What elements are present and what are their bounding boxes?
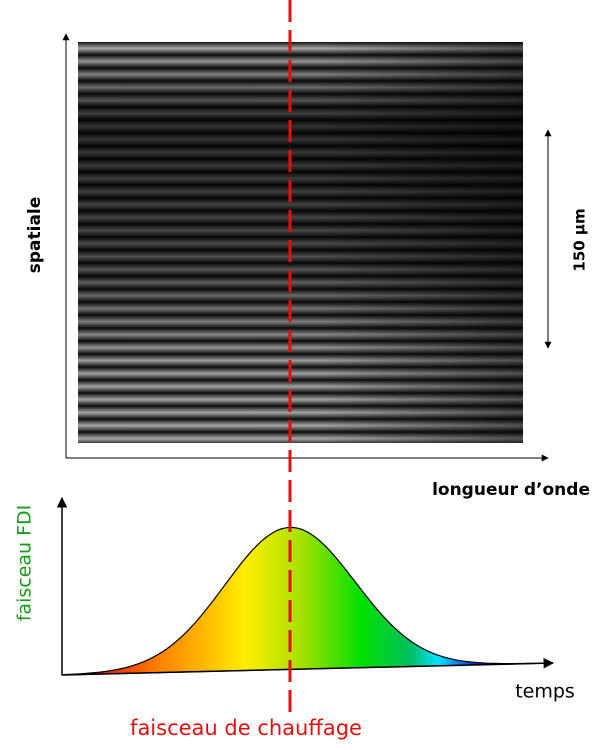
heating-beam-label: faisceau de chauffage bbox=[130, 716, 362, 740]
y-axis-label: spatiale bbox=[25, 197, 45, 274]
time-axis-label: temps bbox=[515, 681, 575, 703]
scale-label: 150 µm bbox=[571, 208, 589, 271]
x-axis-label: longueur d’onde bbox=[432, 480, 590, 500]
time-axis bbox=[61, 657, 555, 676]
beam-axis-label: faisceau FDI bbox=[14, 505, 36, 622]
pulse-curve bbox=[61, 526, 546, 676]
fringe-shade bbox=[78, 42, 523, 443]
